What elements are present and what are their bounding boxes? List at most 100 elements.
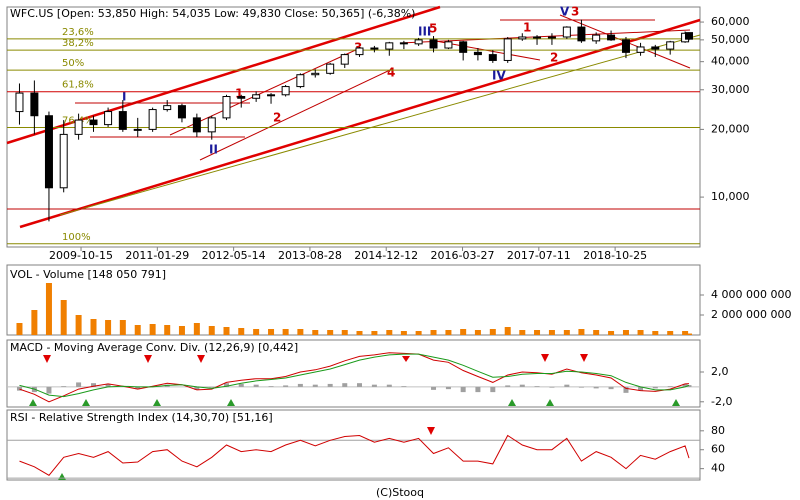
volume-bar	[534, 330, 541, 335]
fib-label: 23,6%	[62, 27, 94, 38]
x-tick-label: 2012-05-14	[202, 249, 266, 262]
histogram-bar	[61, 386, 67, 387]
y-tick-label: 30,000	[711, 83, 750, 96]
volume-bar	[253, 329, 260, 335]
volume-bar	[268, 329, 275, 335]
histogram-bar	[652, 386, 658, 389]
y-tick-label: 40	[711, 462, 725, 475]
histogram-bar	[76, 382, 82, 387]
candle-body	[59, 133, 68, 189]
histogram-bar	[608, 386, 614, 390]
panel-title: RSI - Relative Strength Index (14,30,70)…	[10, 411, 273, 424]
buy-marker	[546, 399, 554, 406]
candle-body	[222, 96, 231, 119]
candle-body	[684, 32, 693, 40]
volume-bar	[430, 330, 437, 335]
wave-labels: I II III IV V 1 2 3 4 5 1 2 3	[122, 5, 579, 157]
volume-bar	[637, 330, 644, 335]
candle-body	[326, 63, 335, 74]
candle-body	[30, 92, 39, 117]
sell-marker	[541, 354, 549, 362]
histogram-bar	[549, 386, 555, 388]
candle-body	[133, 128, 142, 131]
volume-bar	[149, 324, 156, 335]
candle-body	[15, 92, 24, 113]
sell-marker	[43, 355, 51, 363]
wave-channel	[199, 69, 391, 161]
volume-bar	[327, 330, 334, 335]
candle-body	[104, 111, 113, 126]
volume-bar	[312, 330, 319, 335]
histogram-bar	[135, 386, 141, 390]
wave-label: 5	[429, 22, 437, 36]
series-line	[19, 353, 690, 398]
footer: (C)Stooq	[376, 486, 424, 499]
panel-title: VOL - Volume [148 050 791]	[10, 268, 166, 281]
y-tick-label: 20,000	[711, 122, 750, 135]
histogram-bar	[327, 383, 333, 387]
candle-body	[503, 38, 512, 61]
wave-label: 1	[235, 87, 243, 101]
y-tick-label: 2 000 000 000	[711, 308, 791, 321]
x-tick-label: 2017-07-11	[507, 249, 571, 262]
wave-label: 2	[550, 51, 558, 65]
histogram-bar	[623, 386, 629, 393]
sell-marker	[402, 356, 410, 362]
volume-bar	[622, 330, 629, 335]
histogram-bar	[297, 383, 303, 387]
y-tick-label: 60,000	[711, 15, 750, 28]
candle-body	[340, 54, 349, 65]
candle-body	[355, 47, 364, 56]
volume-bar	[119, 320, 126, 335]
histogram-bar	[667, 386, 673, 387]
volume-bar	[445, 330, 452, 335]
candle-body	[281, 86, 290, 96]
volume-bar	[90, 319, 97, 335]
histogram-bar	[253, 384, 259, 387]
rsi-panel	[6, 409, 701, 481]
candle-body	[621, 39, 630, 53]
volume-bar	[474, 330, 481, 335]
wave-label: 2	[273, 111, 281, 125]
buy-marker	[153, 399, 161, 406]
histogram-bar	[593, 386, 599, 389]
histogram-bar	[283, 385, 289, 387]
y-tick-label: 50,000	[711, 33, 750, 46]
candle-body	[592, 34, 601, 42]
volume-bar	[208, 326, 215, 335]
candle-body	[74, 119, 83, 135]
channel-lower	[19, 18, 701, 229]
histogram-bar	[194, 386, 200, 390]
volume-bar	[193, 323, 200, 335]
volume-bar	[371, 331, 378, 335]
volume-bar	[593, 330, 600, 335]
histogram-bar	[312, 384, 318, 387]
histogram-bar	[578, 386, 584, 388]
histogram-bar	[342, 383, 348, 387]
olive-trend	[59, 34, 701, 216]
wave-label: I	[122, 90, 126, 104]
title-bg	[8, 8, 338, 21]
histogram-bar	[105, 383, 111, 387]
volume-bar	[31, 310, 38, 335]
histogram-bar	[386, 384, 392, 387]
volume-bar	[238, 328, 245, 335]
histogram-bar	[564, 384, 570, 387]
volume-bar	[667, 331, 674, 335]
histogram-bar	[223, 383, 229, 387]
fib-label: 61,8%	[62, 80, 94, 91]
candle-body	[444, 41, 453, 49]
candle-body	[577, 26, 586, 42]
candle-body	[311, 72, 320, 76]
candle-body	[518, 36, 527, 40]
x-tick-label: 2013-08-28	[278, 249, 342, 262]
marks: 23,6%38,2%50%61,8%76,4%100%2009-10-15201…	[7, 15, 791, 479]
volume-bar	[578, 329, 585, 335]
volume-bar	[178, 326, 185, 335]
candle-body	[547, 36, 556, 39]
fib-label: 50%	[62, 58, 84, 69]
histogram-bar	[475, 386, 481, 393]
y-tick-label: 80	[711, 424, 725, 437]
volume-bar	[134, 325, 141, 335]
